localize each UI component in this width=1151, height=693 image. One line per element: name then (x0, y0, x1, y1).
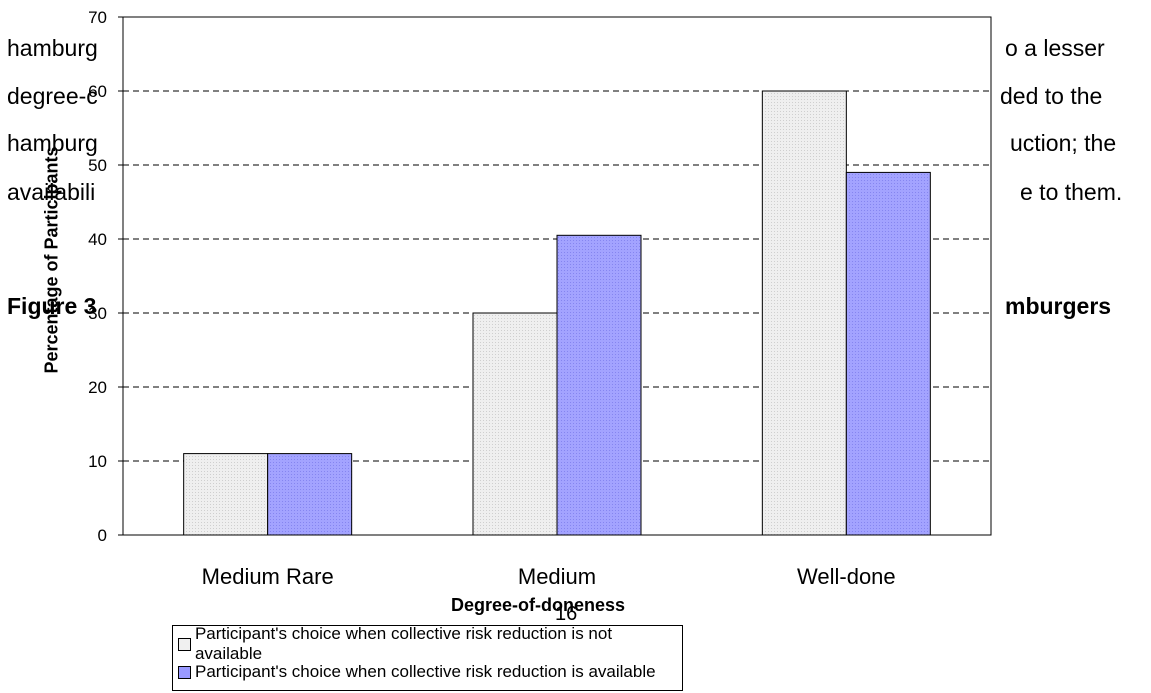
bg-text-line3-right: uction; the (1010, 130, 1117, 156)
bar-medium-series-1 (472, 312, 558, 536)
bar-medium-rare-series-2 (267, 453, 353, 536)
bg-text-line1-left: hamburg (7, 35, 98, 61)
bar-medium-rare-series-1 (183, 453, 269, 536)
y-tick-label: 70 (88, 8, 107, 27)
y-tick-label: 20 (88, 378, 107, 397)
y-tick-label: 30 (88, 304, 107, 323)
y-tick-label: 50 (88, 156, 107, 175)
bg-text-line4-left: availabili (7, 179, 96, 205)
bg-text-line2-left: degree-c (7, 83, 98, 109)
x-axis-label: Degree-of-doneness (451, 595, 626, 615)
y-axis-label: Percentage of Participants (41, 146, 62, 374)
bg-text-line1-right: o a lesser (1005, 35, 1105, 61)
x-tick-label: Well-done (797, 564, 896, 589)
y-tick-label: 0 (98, 526, 107, 545)
x-tick-label: Medium Rare (202, 564, 334, 589)
legend: Participant's choice when collective ris… (172, 624, 683, 691)
bg-text-line3-left: hamburg (7, 130, 98, 156)
x-axis-ticks: Medium Rare Medium Well-done (202, 564, 896, 589)
bg-text-line2-right: ded to the (1000, 83, 1103, 109)
legend-swatch-not-available (178, 637, 191, 651)
legend-label-not-available: Participant's choice when collective ris… (194, 624, 613, 663)
bg-text-line4-right: e to them. (1020, 179, 1123, 205)
bar-well-done-series-1 (761, 90, 847, 536)
y-axis-ticks: 0 10 20 30 40 50 60 70 (88, 8, 123, 545)
y-tick-label: 10 (88, 452, 107, 471)
y-tick-label: 60 (88, 82, 107, 101)
legend-swatch-available (178, 665, 191, 679)
x-tick-label: Medium (518, 564, 596, 589)
legend-label-available: Participant's choice when collective ris… (195, 662, 656, 681)
page-number: 16 (555, 603, 578, 625)
bg-figure-caption-right: mburgers (1005, 293, 1112, 319)
legend-item-not-available: Participant's choice when collective ris… (173, 624, 682, 663)
bg-figure-caption-left: Figure 3 (7, 293, 97, 319)
bar-medium-series-2 (556, 234, 642, 536)
y-tick-label: 40 (88, 230, 107, 249)
legend-item-available: Participant's choice when collective ris… (173, 658, 682, 686)
bar-well-done-series-2 (845, 171, 931, 536)
bars (183, 90, 931, 536)
